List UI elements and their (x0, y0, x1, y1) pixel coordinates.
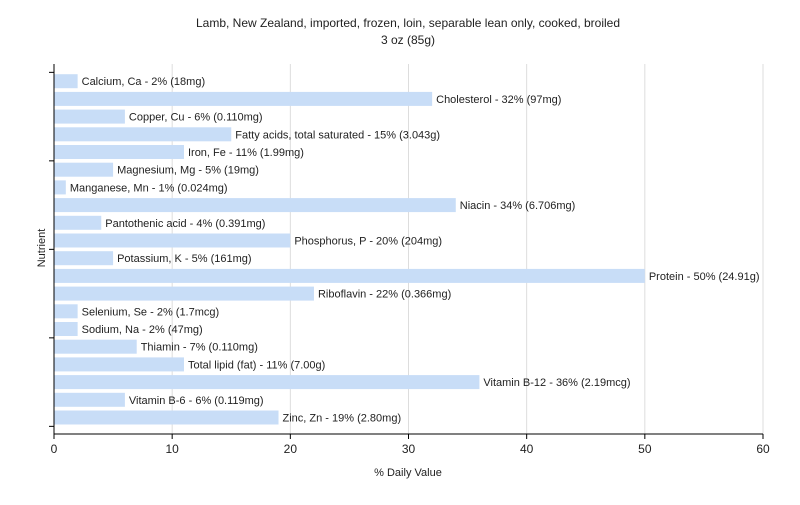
chart-subtitle: 3 oz (85g) (381, 33, 435, 47)
axes: 0 10 20 30 40 50 60 (49, 64, 770, 456)
bar-label: Pantothenic acid - 4% (0.391mg) (105, 218, 265, 230)
bar-label: Cholesterol - 32% (97mg) (436, 94, 561, 106)
bar (54, 268, 645, 283)
bar (54, 251, 114, 266)
x-tick-label: 40 (520, 442, 534, 456)
bar-label: Selenium, Se - 2% (1.7mcg) (82, 306, 220, 318)
x-axis-label: % Daily Value (374, 467, 442, 479)
bar-label: Thiamin - 7% (0.110mg) (141, 342, 258, 354)
bars: Calcium, Ca - 2% (18mg) Cholesterol - 32%… (54, 74, 760, 425)
bar (54, 339, 137, 354)
bar-label: Potassium, K - 5% (161mg) (117, 253, 252, 265)
x-tick-label: 30 (402, 442, 416, 456)
bar (54, 74, 78, 89)
grid-lines (171, 64, 764, 434)
bar-label: Magnesium, Mg - 5% (19mg) (117, 165, 259, 177)
x-tick-label: 10 (165, 442, 179, 456)
bar (54, 304, 78, 319)
bar-label: Protein - 50% (24.91g) (649, 271, 760, 283)
bar (54, 357, 184, 372)
bar-label: Niacin - 34% (6.706mg) (460, 200, 576, 212)
chart-title: Lamb, New Zealand, imported, frozen, loi… (196, 16, 620, 30)
y-axis-label: Nutrient (36, 229, 48, 268)
bar (54, 198, 456, 213)
bar-label: Riboflavin - 22% (0.366mg) (318, 289, 451, 301)
bar-label: Fatty acids, total saturated - 15% (3.04… (235, 129, 440, 141)
bar-label: Total lipid (fat) - 11% (7.00g) (188, 359, 325, 371)
bar-label: Zinc, Zn - 19% (2.80mg) (283, 413, 402, 425)
bar-label: Phosphorus, P - 20% (204mg) (294, 236, 442, 248)
bar-label: Copper, Cu - 6% (0.110mg) (129, 112, 263, 124)
bar (54, 375, 480, 390)
bar-label: Calcium, Ca - 2% (18mg) (82, 76, 205, 88)
bar (54, 286, 314, 301)
x-tick-label: 50 (638, 442, 652, 456)
bar (54, 392, 125, 407)
bar (54, 109, 125, 124)
bar (54, 162, 114, 177)
bar (54, 91, 433, 106)
bar (54, 410, 279, 425)
bar (54, 233, 291, 248)
bar (54, 215, 102, 230)
bar-label: Vitamin B-12 - 36% (2.19mcg) (483, 377, 630, 389)
bar-label: Iron, Fe - 11% (1.99mg) (188, 147, 304, 159)
bar (54, 127, 232, 142)
x-tick-label: 60 (756, 442, 770, 456)
bar (54, 180, 66, 195)
bar (54, 322, 78, 336)
bar (54, 145, 184, 159)
x-tick-label: 20 (284, 442, 298, 456)
x-tick-label: 0 (51, 442, 58, 456)
bar-label: Sodium, Na - 2% (47mg) (82, 324, 203, 336)
bar-label: Manganese, Mn - 1% (0.024mg) (70, 182, 228, 194)
bar-label: Vitamin B-6 - 6% (0.119mg) (129, 395, 264, 407)
